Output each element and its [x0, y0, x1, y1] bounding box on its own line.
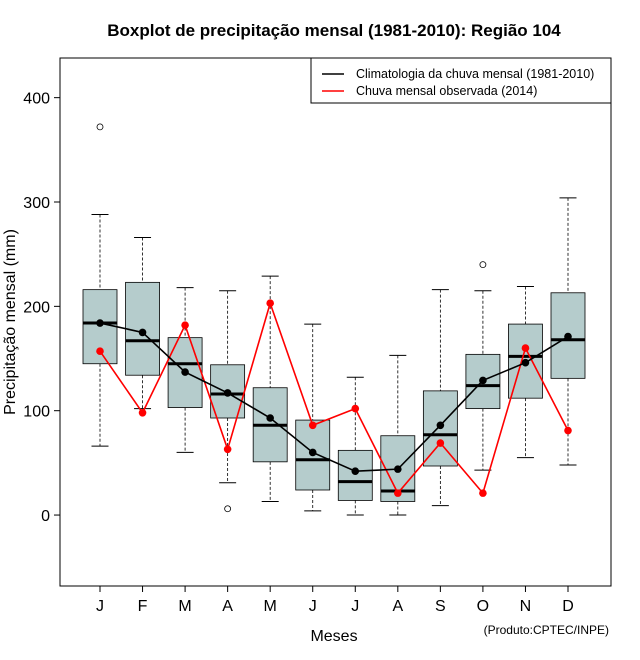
legend: Climatologia da chuva mensal (1981-2010)… [310, 57, 612, 104]
x-tick-label: M [178, 598, 191, 615]
box-10 [465, 261, 501, 471]
series-point-climatology [181, 368, 189, 376]
outlier-point [479, 261, 487, 269]
series-point-climatology [308, 448, 317, 457]
series-point-climatology [96, 319, 104, 327]
chart-title: Boxplot de precipitação mensal (1981-201… [107, 21, 561, 40]
x-tick-label: A [392, 598, 403, 615]
series-point-observed [308, 421, 317, 430]
boxes [82, 123, 586, 516]
y-tick-label: 0 [41, 508, 50, 525]
box-7 [337, 376, 373, 516]
series-point-observed [351, 404, 360, 413]
x-tick-label: J [351, 598, 359, 615]
box-4 [210, 290, 246, 513]
y-tick-label: 200 [23, 299, 50, 316]
series-point-observed [181, 321, 189, 329]
x-tick-label: S [435, 598, 446, 615]
x-tick-label: J [309, 598, 317, 615]
y-tick-label: 300 [23, 195, 50, 212]
box-2 [125, 236, 160, 410]
series-point-climatology [564, 332, 572, 341]
outlier-point [96, 123, 104, 131]
series-point-observed [266, 299, 274, 308]
x-tick-label: A [222, 598, 233, 615]
y-tick-label: 100 [23, 404, 50, 421]
x-tick-label: F [138, 598, 148, 615]
box-12 [550, 197, 586, 466]
series-line-climatology [99, 322, 569, 473]
series-climatology [96, 319, 572, 476]
series-point-climatology [521, 358, 530, 367]
series-point-observed [521, 344, 530, 352]
box-1 [82, 123, 118, 447]
legend-label-climatology: Climatologia da chuva mensal (1981-2010) [356, 67, 594, 81]
y-axis: 0 100 200 300 400 [23, 91, 61, 525]
x-tick-label: M [264, 598, 277, 615]
legend-label-observed: Chuva mensal observada (2014) [356, 84, 537, 98]
box-5 [252, 275, 288, 502]
product-credit: (Produto:CPTEC/INPE) [484, 623, 609, 637]
box-9 [422, 289, 458, 507]
series-point-observed [96, 347, 104, 356]
series-point-climatology [266, 414, 274, 422]
series-point-climatology [138, 328, 147, 337]
series-point-observed [564, 426, 572, 435]
series-point-observed [479, 489, 487, 497]
series-point-climatology [351, 467, 360, 476]
outlier-point [224, 505, 232, 513]
series-point-climatology [479, 376, 487, 385]
series-lines [96, 299, 572, 497]
legend-frame [310, 57, 612, 104]
x-tick-label: D [562, 598, 574, 615]
series-point-climatology [223, 389, 232, 397]
series-point-observed [394, 489, 402, 497]
x-tick-label: N [520, 598, 532, 615]
box-6 [295, 323, 331, 512]
y-tick-label: 400 [23, 91, 50, 108]
series-point-observed [436, 439, 445, 447]
box-iqr [337, 449, 373, 501]
x-axis-label: Meses [310, 628, 357, 645]
x-tick-label: J [96, 598, 104, 615]
series-point-climatology [436, 421, 445, 430]
x-tick-label: O [477, 598, 489, 615]
series-point-observed [138, 408, 147, 417]
series-line-observed [99, 300, 569, 495]
series-point-observed [223, 445, 232, 454]
y-axis-label: Precipitação mensal (mm) [2, 229, 19, 415]
series-observed [96, 299, 572, 497]
series-point-climatology [394, 465, 402, 473]
